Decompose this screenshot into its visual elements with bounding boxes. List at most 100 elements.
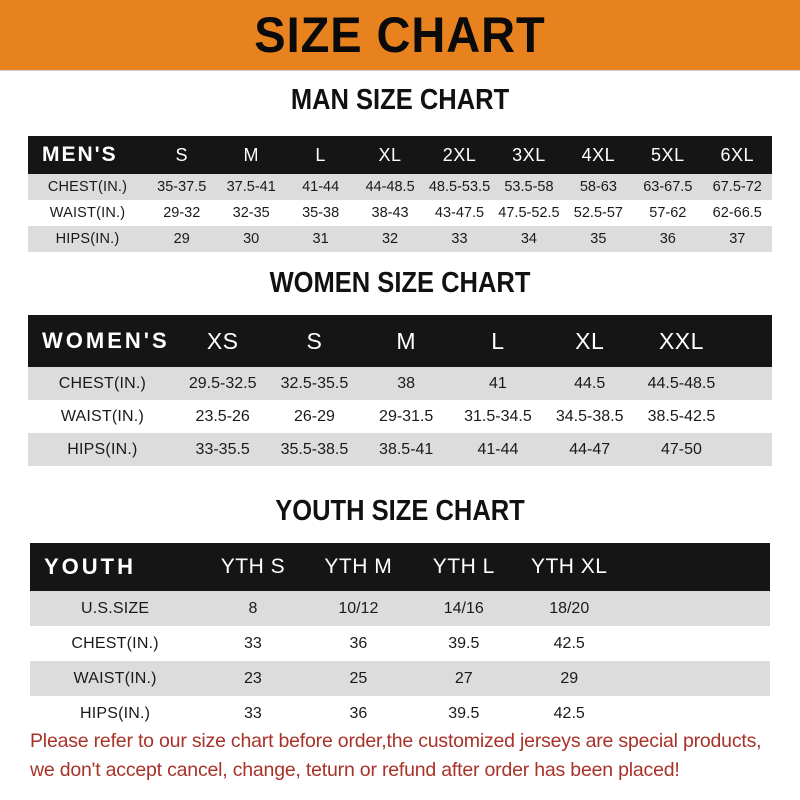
youth-cell-value: 23: [244, 669, 262, 687]
women-cell-value: 31.5-34.5: [464, 407, 532, 425]
youth-row-label: U.S.SIZE: [80, 599, 150, 617]
man-cell-value: 37.5-41: [226, 179, 276, 195]
man-column-header: S: [175, 144, 188, 165]
table-row: WAIST(IN.) 23 25 27 29: [30, 661, 770, 696]
women-cell-value: 29.5-32.5: [188, 374, 257, 392]
man-cell-value: 32: [381, 231, 399, 247]
women-column-header: XS: [206, 327, 239, 354]
women-column-header: XXL: [658, 327, 704, 354]
women-corner-label: WOMEN'S: [42, 328, 170, 353]
youth-row-label: WAIST(IN.): [73, 669, 157, 687]
youth-size-table: YOUTH YTH S YTH M YTH L YTH XL U.S.SIZE 8 10/…: [30, 543, 770, 731]
man-table-header-row: MEN'S S M L XL 2XL 3XL 4XL 5XL 6XL: [28, 136, 772, 174]
youth-cell-value: 10/12: [338, 599, 379, 617]
women-column-header: L: [491, 327, 505, 354]
man-cell-value: 41-44: [302, 179, 340, 195]
man-cell-value: 35: [590, 231, 607, 247]
women-row-label: CHEST(IN.): [58, 374, 147, 392]
man-cell-value: 36: [659, 231, 676, 247]
man-cell-value: 35-37.5: [157, 179, 207, 195]
man-cell-value: 47.5-52.5: [498, 205, 560, 221]
man-cell-value: 43-47.5: [434, 205, 485, 221]
page-header-banner: SIZE CHART: [0, 0, 800, 71]
man-cell-value: 35-38: [302, 205, 340, 221]
man-cell-value: 44-48.5: [365, 179, 415, 195]
youth-table-header-row: YOUTH YTH S YTH M YTH L YTH XL: [30, 543, 770, 591]
youth-cell-value: 39.5: [448, 704, 480, 722]
youth-cell-value: 42.5: [553, 634, 585, 652]
man-cell-value: 30: [243, 231, 260, 247]
man-cell-value: 32-35: [232, 205, 270, 221]
youth-column-header: YTH M: [324, 555, 393, 578]
youth-corner-label: YOUTH: [44, 554, 136, 579]
women-row-spacer: [727, 400, 772, 433]
table-row: CHEST(IN.) 33 36 39.5 42.5: [30, 626, 770, 661]
women-cell-value: 29-31.5: [379, 407, 434, 425]
man-cell-value: 48.5-53.5: [428, 179, 491, 195]
table-row: HIPS(IN.) 33 36 39.5 42.5: [30, 696, 770, 731]
disclaimer-line-2: we don't accept cancel, change, teturn o…: [30, 759, 680, 781]
women-cell-value: 23.5-26: [195, 407, 250, 425]
man-cell-value: 57-62: [649, 205, 687, 221]
youth-table-body: U.S.SIZE 8 10/12 14/16 18/20 CHEST(IN.) 33 36 39…: [30, 591, 770, 731]
women-cell-value: 41-44: [477, 440, 519, 458]
man-cell-value: 29: [173, 231, 190, 247]
youth-row-spacer: [622, 696, 770, 731]
order-disclaimer: Please refer to our size chart before or…: [30, 727, 778, 785]
man-column-header: 4XL: [581, 144, 616, 165]
women-cell-value: 38.5-41: [379, 440, 434, 458]
women-cell-value: 44-47: [569, 440, 611, 458]
women-cell-value: 35.5-38.5: [280, 440, 349, 458]
youth-cell-value: 42.5: [553, 704, 585, 722]
youth-row-spacer: [622, 626, 770, 661]
man-row-label: WAIST(IN.): [49, 205, 126, 221]
women-header-spacer: [727, 315, 772, 367]
man-size-table: MEN'S S M L XL 2XL 3XL 4XL 5XL 6XL CHEST(IN.) 35-…: [28, 136, 772, 252]
youth-row-label: CHEST(IN.): [71, 634, 159, 652]
man-row-label: HIPS(IN.): [55, 231, 120, 247]
man-column-header: L: [315, 144, 326, 165]
youth-row-spacer: [622, 661, 770, 696]
man-column-header: M: [243, 144, 259, 165]
youth-cell-value: 27: [454, 669, 473, 687]
youth-cell-value: 33: [244, 634, 262, 652]
women-size-table: WOMEN'S XS S M L XL XXL CHEST(IN.) 29.5-32.5 32…: [28, 315, 772, 466]
youth-cell-value: 29: [560, 669, 579, 687]
women-table-header-row: WOMEN'S XS S M L XL XXL: [28, 315, 772, 367]
women-column-header: S: [306, 327, 323, 354]
women-cell-value: 41: [489, 374, 507, 392]
table-row: U.S.SIZE 8 10/12 14/16 18/20: [30, 591, 770, 626]
table-row: CHEST(IN.) 35-37.5 37.5-41 41-44 44-48.5 48.5…: [28, 174, 772, 200]
youth-row-label: HIPS(IN.): [79, 704, 151, 722]
youth-row-spacer: [622, 591, 770, 626]
women-row-label: WAIST(IN.): [60, 407, 144, 425]
women-cell-value: 38.5-42.5: [647, 407, 716, 425]
page-title: SIZE CHART: [254, 7, 546, 63]
youth-cell-value: 33: [244, 704, 262, 722]
youth-column-header: YTH L: [432, 555, 495, 578]
youth-cell-value: 8: [248, 599, 258, 617]
women-section-title: WOMEN SIZE CHART: [269, 267, 531, 299]
man-cell-value: 31: [312, 231, 329, 247]
man-cell-value: 52.5-57: [573, 205, 623, 221]
man-column-header: 3XL: [512, 144, 546, 165]
women-cell-value: 44.5-48.5: [647, 374, 716, 392]
man-cell-value: 34: [520, 231, 537, 247]
man-row-label: CHEST(IN.): [47, 179, 128, 195]
women-cell-value: 44.5: [574, 374, 606, 392]
women-row-spacer: [727, 433, 772, 466]
women-cell-value: 38: [397, 374, 416, 392]
women-cell-value: 47-50: [660, 440, 702, 458]
man-cell-value: 67.5-72: [712, 179, 762, 195]
table-row: HIPS(IN.) 29 30 31 32 33 34 35 36 37: [28, 226, 772, 252]
women-column-header: XL: [575, 327, 605, 354]
youth-cell-value: 18/20: [549, 599, 590, 617]
table-row: HIPS(IN.) 33-35.5 35.5-38.5 38.5-41 41-44 44-…: [28, 433, 772, 466]
man-cell-value: 58-63: [579, 179, 617, 195]
women-cell-value: 34.5-38.5: [555, 407, 624, 425]
women-table-body: CHEST(IN.) 29.5-32.5 32.5-35.5 38 41 44.5 44.5…: [28, 367, 772, 466]
man-table-body: CHEST(IN.) 35-37.5 37.5-41 41-44 44-48.5 48.5…: [28, 174, 772, 252]
women-cell-value: 26-29: [293, 407, 335, 425]
man-column-header: XL: [378, 144, 402, 165]
